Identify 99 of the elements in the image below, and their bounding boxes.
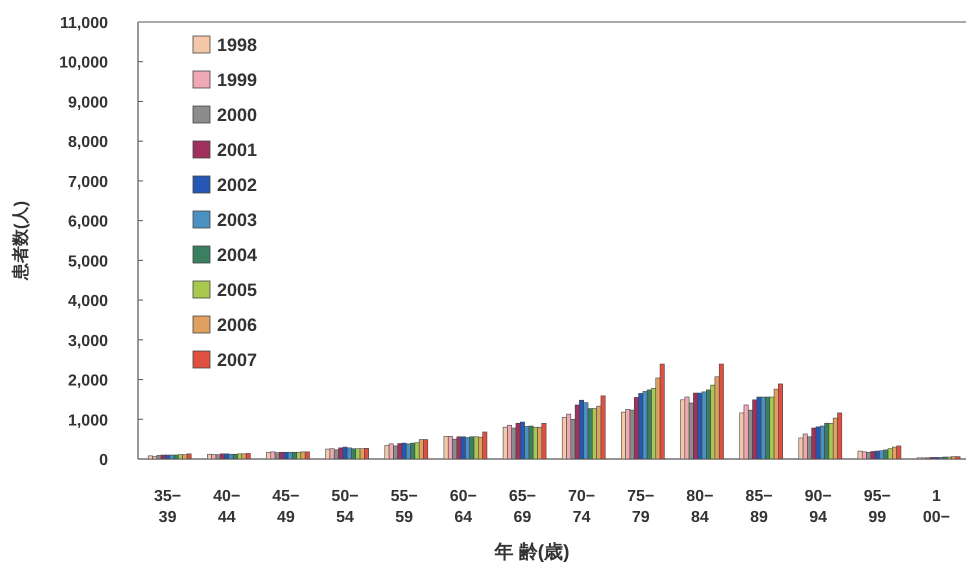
bar: [752, 400, 758, 460]
bar: [516, 422, 521, 460]
y-tick-label: 6,000: [68, 214, 108, 231]
bar: [693, 392, 698, 460]
legend-label: 2000: [217, 105, 258, 125]
x-tick-label: 55− 59: [390, 488, 418, 526]
x-tick-label: 95− 99: [864, 488, 891, 526]
x-tick-label: 50− 54: [331, 488, 359, 526]
bar: [393, 446, 398, 460]
bar: [288, 452, 293, 460]
legend-label: 2001: [217, 140, 258, 160]
bar: [820, 426, 825, 460]
bar: [224, 454, 230, 460]
bar: [866, 452, 872, 460]
legend-label: 2002: [217, 175, 258, 195]
bar: [360, 448, 365, 460]
x-tick-label: 80− 84: [686, 488, 714, 526]
bar: [680, 400, 686, 460]
bar: [579, 400, 584, 460]
bar: [452, 438, 458, 460]
x-tick-label: 60− 64: [450, 488, 477, 526]
bar: [237, 454, 242, 460]
bar: [351, 448, 356, 460]
bar: [660, 364, 665, 460]
bar: [384, 445, 390, 460]
bar: [566, 414, 572, 460]
bar: [896, 446, 902, 460]
bar: [160, 454, 166, 460]
bar: [702, 392, 707, 460]
bar: [537, 426, 542, 460]
y-tick-label: 9,000: [68, 94, 108, 112]
bar: [266, 452, 272, 460]
x-tick-label: 85− 89: [745, 488, 773, 526]
bar: [246, 453, 251, 460]
bar: [148, 456, 153, 460]
x-tick-label: 35− 39: [154, 488, 182, 526]
y-tick-label: 5,000: [68, 253, 108, 270]
bar: [502, 426, 508, 460]
bar: [638, 393, 644, 460]
y-tick-label: 3,000: [68, 332, 108, 350]
y-tick-label: 4,000: [68, 293, 108, 310]
x-tick-label: 40− 44: [213, 488, 240, 526]
legend-label: 1998: [217, 35, 258, 55]
bar: [304, 452, 310, 460]
bar: [528, 426, 534, 460]
y-tick-label: 11,000: [60, 15, 108, 32]
x-tick-label: 1 00−: [922, 488, 950, 526]
bar: [718, 364, 724, 460]
bar: [414, 442, 420, 460]
bar: [482, 432, 488, 460]
y-tick-label: 7,000: [68, 174, 108, 191]
bar: [888, 448, 893, 460]
legend-label: 1999: [217, 70, 258, 90]
bar: [330, 448, 335, 460]
bar: [837, 412, 842, 460]
bar: [216, 454, 221, 460]
x-tick-label: 45− 49: [272, 488, 300, 526]
x-axis-title: 年 齢(歳): [494, 541, 570, 563]
legend-label: 2003: [217, 210, 258, 230]
bar: [174, 454, 179, 460]
legend-label: 2006: [217, 315, 258, 335]
bar: [406, 444, 411, 460]
bar: [338, 448, 344, 460]
legend-label: 2007: [217, 350, 258, 370]
x-tick-label: 70− 74: [568, 488, 596, 526]
x-tick-label: 75− 79: [627, 488, 654, 526]
bar: [165, 454, 170, 460]
bar: [879, 450, 884, 460]
bar: [186, 454, 192, 460]
bar: [474, 436, 479, 460]
legend-label: 2004: [217, 245, 258, 265]
legend-label: 2005: [217, 280, 258, 300]
bar: [541, 422, 546, 460]
bar: [444, 436, 449, 460]
bar: [798, 438, 804, 460]
y-tick-label: 8,000: [68, 134, 108, 152]
bar: [169, 454, 174, 460]
bar: [744, 404, 749, 460]
y-tick-label: 10,000: [59, 54, 108, 72]
bar: [951, 456, 956, 460]
bar: [465, 437, 470, 460]
bar: [152, 456, 158, 460]
bar: [816, 426, 821, 460]
y-axis-title: 患者数(人): [11, 200, 30, 282]
bar: [207, 454, 212, 460]
bar: [520, 422, 525, 460]
y-tick-label: 0: [99, 452, 108, 469]
bar: [279, 452, 284, 460]
bar: [402, 442, 407, 460]
bar: [423, 439, 428, 460]
bar: [858, 450, 863, 460]
y-tick-label: 1,000: [68, 412, 108, 430]
bar: [600, 396, 606, 460]
bar: [765, 396, 770, 460]
bar: [300, 452, 306, 460]
x-tick-label: 65− 69: [508, 488, 536, 526]
x-tick-label: 90− 94: [804, 488, 832, 526]
bar: [955, 456, 960, 460]
y-tick-label: 2,000: [68, 372, 108, 390]
